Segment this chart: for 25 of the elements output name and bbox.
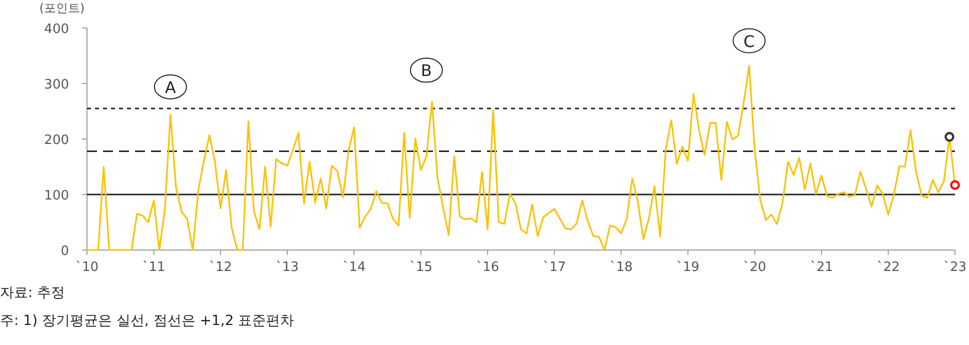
x-tick-label: `15 xyxy=(409,260,432,275)
x-tick-label: `10 xyxy=(75,260,99,275)
x-tick-label: `11 xyxy=(142,260,166,275)
y-axis-title: (포인트) xyxy=(39,1,85,15)
annotation: C xyxy=(744,32,755,51)
y-tick-label: 0 xyxy=(60,244,69,259)
x-tick-label: `16 xyxy=(476,260,500,275)
x-tick-label: `12 xyxy=(209,260,232,275)
x-tick-label: `17 xyxy=(542,260,566,275)
x-tick-label: `21 xyxy=(810,260,833,275)
x-tick-label: `13 xyxy=(276,260,299,275)
annotation: A xyxy=(164,78,176,97)
x-tick-label: `22 xyxy=(876,260,900,275)
y-tick-label: 300 xyxy=(44,78,69,92)
text: 자료: 추정 xyxy=(0,285,66,301)
annotation: B xyxy=(420,61,432,80)
x-tick-label: `23 xyxy=(943,260,967,275)
y-tick-label: 200 xyxy=(44,133,69,148)
y-tick-label: 400 xyxy=(44,22,69,37)
x-tick-label: `20 xyxy=(743,260,766,275)
y-tick-label: 100 xyxy=(44,188,69,204)
x-tick-label: `18 xyxy=(610,260,633,275)
x-tick-label: `19 xyxy=(676,260,700,275)
text: 주: 1) 장기평균은 실선, 점선은 +1,2 표준편차 xyxy=(0,313,294,329)
x-tick-label: `14 xyxy=(342,260,366,275)
